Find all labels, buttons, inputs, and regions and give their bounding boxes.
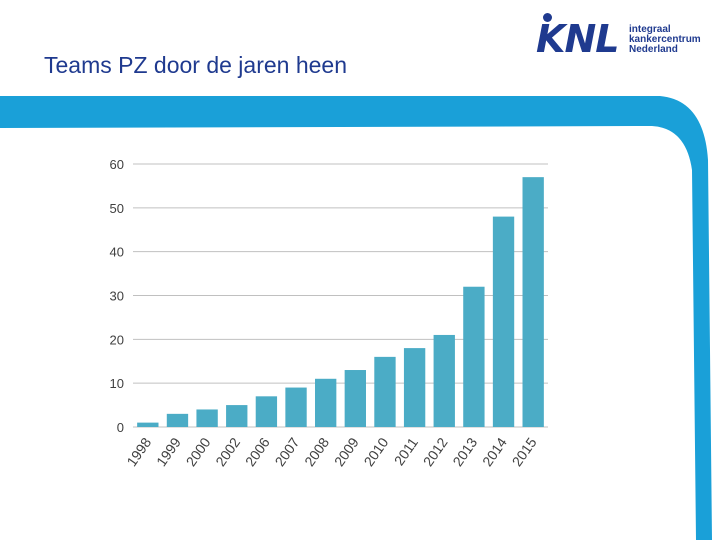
y-tick-label: 10 <box>110 376 124 391</box>
bar-2013 <box>463 286 485 427</box>
bar-2014 <box>492 216 515 427</box>
slide-title: Teams PZ door de jaren heen <box>44 52 348 78</box>
bar-2011 <box>403 348 426 427</box>
y-tick-label: 30 <box>110 289 124 304</box>
x-tick-label: 1998 <box>123 434 154 469</box>
bar-2012 <box>433 334 455 427</box>
bar-layer <box>137 177 544 427</box>
y-tick-label: 50 <box>110 201 124 216</box>
grid-layer <box>133 163 548 428</box>
bar-2000 <box>196 409 218 427</box>
bar-2002 <box>226 405 248 427</box>
x-tick-label: 2014 <box>479 434 510 469</box>
y-tick-label: 20 <box>110 332 124 347</box>
y-tick-label: 60 <box>110 157 124 172</box>
bar-2007 <box>285 387 307 427</box>
x-tick-label: 2007 <box>272 434 303 469</box>
y-tick-label: 0 <box>117 420 124 435</box>
x-tick-label: 2000 <box>183 434 214 469</box>
bar-1998 <box>137 422 159 427</box>
x-tick-label: 2002 <box>212 434 243 469</box>
logo-line-3: Nederland <box>629 44 678 55</box>
bar-2008 <box>315 378 337 427</box>
logo-mark: KNL <box>536 17 619 61</box>
bar-2015 <box>522 177 544 427</box>
logo-dot-icon <box>543 13 552 22</box>
x-tick-label: 2015 <box>509 434 540 469</box>
y-tick-label: 40 <box>110 245 124 260</box>
bar-2009 <box>344 370 366 427</box>
logo-line-2: kankercentrum <box>629 34 701 45</box>
x-tick-label: 2006 <box>242 434 273 469</box>
bar-2006 <box>255 396 278 427</box>
x-tick-label: 2010 <box>360 434 391 469</box>
x-tick-label: 2008 <box>301 434 332 469</box>
x-tick-label: 2011 <box>391 434 421 468</box>
y-tick-labels: 0 10 20 30 40 50 60 <box>110 157 124 435</box>
x-tick-label: 2013 <box>449 434 480 469</box>
x-tick-label: 1999 <box>153 434 184 469</box>
bar-2010 <box>374 356 396 427</box>
x-tick-label: 2009 <box>331 434 362 469</box>
logo-line-1: integraal <box>629 24 671 35</box>
x-tick-label: 2012 <box>420 434 451 469</box>
knl-logo: KNL integraal kankercentrum Nederland <box>536 12 706 62</box>
logo-text: integraal kankercentrum Nederland <box>629 25 701 55</box>
bar-1999 <box>166 413 189 427</box>
